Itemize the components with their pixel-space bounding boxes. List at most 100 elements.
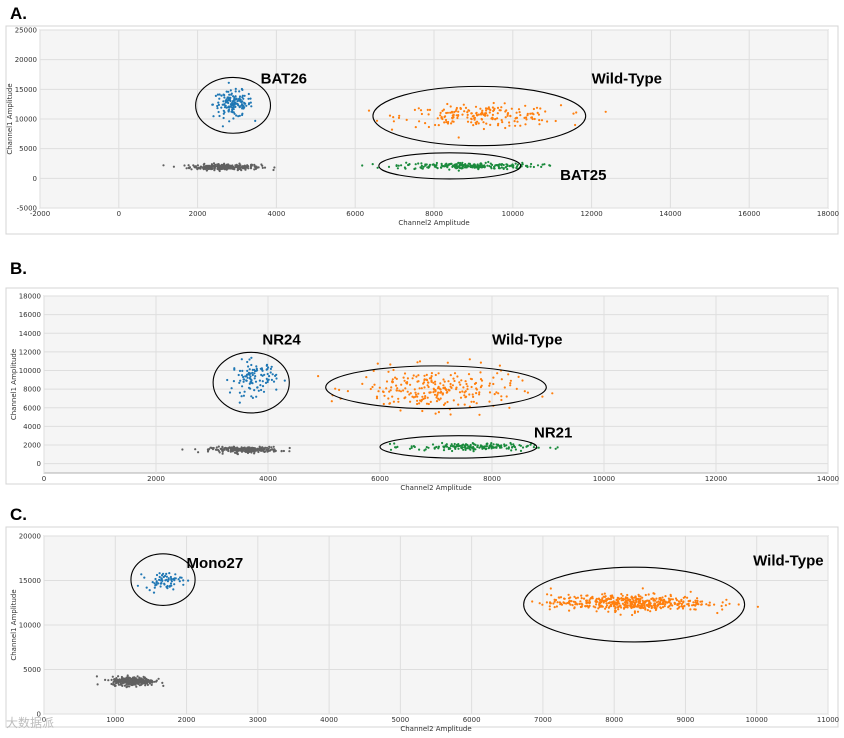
scatter-point	[488, 165, 491, 168]
scatter-point	[222, 100, 225, 103]
scatter-point	[162, 575, 165, 579]
scatter-point	[432, 387, 435, 390]
scatter-point	[588, 599, 591, 602]
scatter-point	[222, 93, 225, 96]
scatter-point	[126, 674, 129, 677]
scatter-point	[427, 165, 431, 168]
scatter-point	[623, 604, 626, 607]
scatter-point	[434, 373, 437, 377]
scatter-point	[617, 608, 620, 611]
x-tick-label: 0	[42, 716, 46, 724]
scatter-point	[192, 164, 195, 167]
scatter-point	[637, 601, 640, 605]
scatter-point	[557, 596, 560, 599]
scatter-point	[110, 682, 113, 686]
scatter-point	[450, 111, 454, 114]
scatter-point	[678, 605, 681, 608]
scatter-point	[200, 165, 203, 168]
scatter-point	[509, 114, 512, 117]
scatter-point	[413, 108, 416, 111]
scatter-point	[492, 382, 495, 386]
scatter-point	[125, 677, 128, 681]
scatter-point	[540, 119, 544, 122]
scatter-point	[227, 110, 230, 113]
scatter-point	[556, 446, 559, 449]
scatter-point	[143, 576, 146, 579]
scatter-point	[524, 123, 527, 126]
cluster-ellipse	[378, 152, 522, 180]
scatter-point	[182, 579, 185, 582]
scatter-point	[375, 395, 379, 398]
scatter-point	[515, 387, 518, 390]
scatter-point	[119, 681, 122, 685]
scatter-point	[435, 445, 438, 449]
scatter-point	[165, 572, 168, 576]
scatter-point	[395, 377, 398, 380]
scatter-point	[440, 116, 443, 119]
scatter-point	[504, 126, 507, 130]
scatter-point	[510, 449, 513, 452]
scatter-point	[620, 606, 623, 609]
scatter-point	[168, 572, 171, 575]
scatter-point	[456, 165, 459, 168]
scatter-point	[624, 601, 628, 604]
scatter-point	[579, 605, 583, 609]
scatter-point	[604, 607, 607, 610]
scatter-point	[230, 92, 233, 95]
scatter-point	[575, 111, 578, 114]
y-tick-label: 10000	[19, 622, 41, 630]
scatter-point	[245, 379, 248, 382]
scatter-point	[536, 111, 539, 114]
scatter-point	[211, 167, 214, 170]
scatter-point	[524, 104, 527, 107]
scatter-point	[494, 118, 497, 121]
scatter-point	[437, 124, 440, 127]
scatter-point	[693, 608, 696, 611]
scatter-point	[227, 101, 230, 105]
scatter-point	[185, 167, 188, 170]
scatter-point	[404, 167, 407, 170]
scatter-point	[463, 446, 466, 449]
scatter-point	[595, 603, 598, 606]
scatter-point	[525, 164, 529, 167]
scatter-point	[474, 164, 477, 167]
scatter-point	[155, 679, 158, 682]
scatter-point	[217, 110, 220, 114]
scatter-point	[448, 389, 451, 392]
scatter-point	[674, 597, 678, 600]
scatter-point	[480, 163, 483, 166]
scatter-point	[423, 374, 426, 377]
scatter-point	[429, 400, 432, 403]
scatter-point	[488, 384, 491, 387]
scatter-point	[182, 583, 185, 586]
scatter-point	[330, 400, 333, 403]
scatter-point	[162, 164, 165, 167]
scatter-point	[239, 379, 242, 382]
scatter-point	[508, 121, 511, 124]
scatter-point	[269, 448, 273, 451]
scatter-point	[165, 575, 168, 578]
scatter-point	[563, 602, 566, 605]
scatter-point	[389, 363, 392, 366]
scatter-point	[248, 446, 251, 449]
scatter-point	[471, 442, 474, 445]
scatter-point	[219, 447, 222, 450]
scatter-point	[445, 388, 448, 392]
scatter-point	[510, 443, 513, 446]
scatter-point	[394, 376, 397, 379]
scatter-point	[396, 387, 399, 390]
scatter-point	[416, 361, 419, 364]
scatter-point	[402, 389, 405, 392]
scatter-point	[482, 113, 485, 116]
scatter-point	[433, 447, 436, 450]
scatter-point	[511, 445, 514, 449]
scatter-point	[253, 377, 256, 380]
scatter-point	[413, 167, 416, 171]
scatter-point	[143, 676, 146, 679]
scatter-point	[617, 597, 620, 600]
scatter-point	[512, 443, 515, 446]
scatter-point	[574, 601, 577, 604]
scatter-point	[269, 367, 272, 370]
scatter-point	[415, 393, 418, 396]
scatter-point	[434, 412, 437, 415]
